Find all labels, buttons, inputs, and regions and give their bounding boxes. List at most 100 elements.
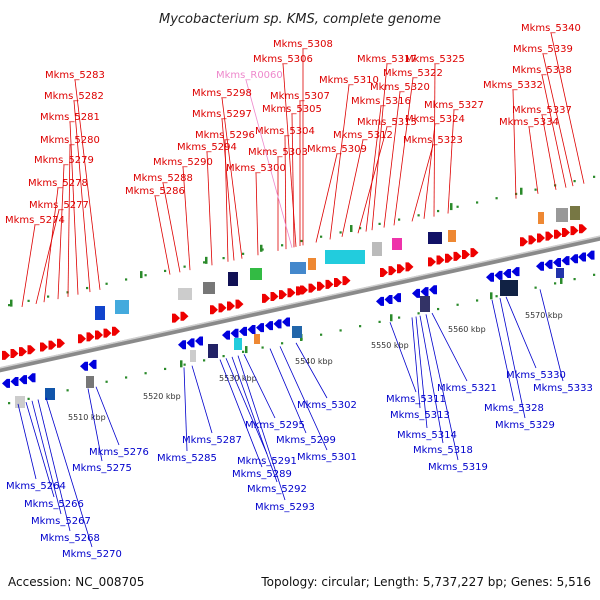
- gene-arrow: [470, 248, 479, 258]
- gene-label-lower: Mkms_5270: [62, 549, 122, 560]
- leader-line: [415, 316, 428, 429]
- gene-label-upper: Mkms_5316: [351, 96, 411, 107]
- leader-line: [237, 355, 286, 501]
- reverse-gene-track: [2, 250, 595, 388]
- leader-line: [295, 342, 328, 399]
- gene-arrow: [95, 330, 103, 340]
- feature-box: [178, 288, 192, 300]
- tick-mark: [398, 316, 401, 319]
- tick-mark: [534, 188, 537, 191]
- leader-line: [491, 299, 515, 402]
- gene-label-upper: Mkms_5277: [29, 200, 89, 211]
- gene-arrow: [528, 235, 537, 245]
- leader-line: [550, 32, 585, 184]
- gene-label-upper: Mkms_5297: [192, 109, 252, 120]
- leader-line: [221, 118, 235, 261]
- major-tick: [520, 187, 523, 195]
- tick-mark: [105, 380, 108, 383]
- tick-mark: [378, 320, 381, 323]
- leader-line: [284, 135, 287, 250]
- gene-arrow: [428, 257, 436, 267]
- tick-mark: [573, 180, 576, 183]
- gene-arrow: [265, 321, 273, 331]
- tick-mark: [8, 304, 11, 307]
- tick-mark: [27, 299, 30, 302]
- major-tick: [10, 299, 13, 307]
- feature-box: [570, 206, 580, 220]
- gene-arrow: [10, 349, 19, 359]
- leader-line: [433, 63, 436, 217]
- gene-arrow: [273, 319, 282, 329]
- upper-tick-track: [8, 175, 596, 307]
- gene-arrow: [376, 296, 384, 306]
- gene-label-upper: Mkms_5315: [357, 117, 417, 128]
- leader-line: [221, 97, 243, 259]
- upper-leader-lines: [21, 32, 585, 308]
- gene-arrow: [235, 299, 244, 309]
- scale-label: 5520 kbp: [143, 392, 181, 401]
- leader-line: [37, 399, 71, 532]
- tick-mark: [398, 218, 401, 221]
- gene-label-lower: Mkms_5313: [390, 410, 450, 421]
- gene-arrow: [554, 229, 562, 239]
- gene-label-upper: Mkms_5294: [177, 142, 237, 153]
- tick-mark: [359, 325, 362, 328]
- leader-line: [21, 224, 36, 308]
- tick-mark: [66, 291, 69, 294]
- gene-label-upper: Mkms_5281: [40, 112, 100, 123]
- tick-mark: [554, 282, 557, 285]
- gene-arrow: [586, 250, 595, 260]
- tick-mark: [261, 346, 264, 349]
- leader-line: [17, 403, 37, 480]
- major-tick: [245, 346, 248, 354]
- leader-line: [87, 388, 103, 462]
- gene-arrow: [334, 278, 342, 288]
- gene-arrow: [388, 266, 397, 276]
- leader-line: [183, 367, 188, 452]
- leader-line: [35, 209, 60, 305]
- gene-arrow: [57, 338, 65, 348]
- gene-arrow: [300, 285, 308, 295]
- gene-arrow: [397, 264, 405, 274]
- major-tick: [260, 244, 263, 252]
- tick-mark: [593, 175, 596, 178]
- feature-box: [250, 268, 262, 280]
- gene-arrow: [486, 272, 494, 282]
- tick-mark: [164, 269, 167, 273]
- gene-arrow: [40, 342, 48, 352]
- accession-text: Accession: NC_008705: [8, 575, 144, 589]
- gene-arrow: [282, 317, 290, 327]
- leader-line: [315, 153, 338, 243]
- leader-line: [505, 296, 537, 369]
- gene-arrow: [186, 338, 195, 348]
- gene-arrow: [570, 226, 579, 236]
- gene-arrow: [380, 267, 388, 277]
- leader-line: [95, 386, 120, 446]
- leader-line: [154, 195, 171, 275]
- tick-mark: [281, 244, 284, 247]
- leader-line: [542, 53, 574, 187]
- gene-label-upper: Mkms_5306: [253, 54, 313, 65]
- gene-arrow: [112, 326, 120, 336]
- leader-line: [231, 356, 278, 483]
- leader-line: [431, 312, 468, 382]
- tick-mark: [261, 248, 264, 251]
- leader-line: [411, 317, 421, 409]
- rna-label: Mkms_R0060: [216, 70, 283, 81]
- feature-box: [45, 388, 55, 400]
- feature-box: [308, 258, 316, 270]
- gene-label-upper: Mkms_5303: [248, 147, 308, 158]
- gene-arrow: [210, 305, 218, 315]
- gene-label-upper: Mkms_5309: [307, 144, 367, 155]
- tick-mark: [125, 376, 128, 379]
- gene-label-lower: Mkms_5285: [157, 453, 217, 464]
- gene-label-upper: Mkms_5288: [133, 173, 193, 184]
- gene-label-lower: Mkms_5289: [232, 469, 292, 480]
- leader-line: [255, 172, 259, 256]
- tick-mark: [242, 252, 245, 255]
- gene-arrow: [2, 350, 10, 360]
- gene-arrow: [536, 261, 544, 271]
- tick-mark: [437, 209, 440, 213]
- gene-label-upper: Mkms_5327: [424, 100, 484, 111]
